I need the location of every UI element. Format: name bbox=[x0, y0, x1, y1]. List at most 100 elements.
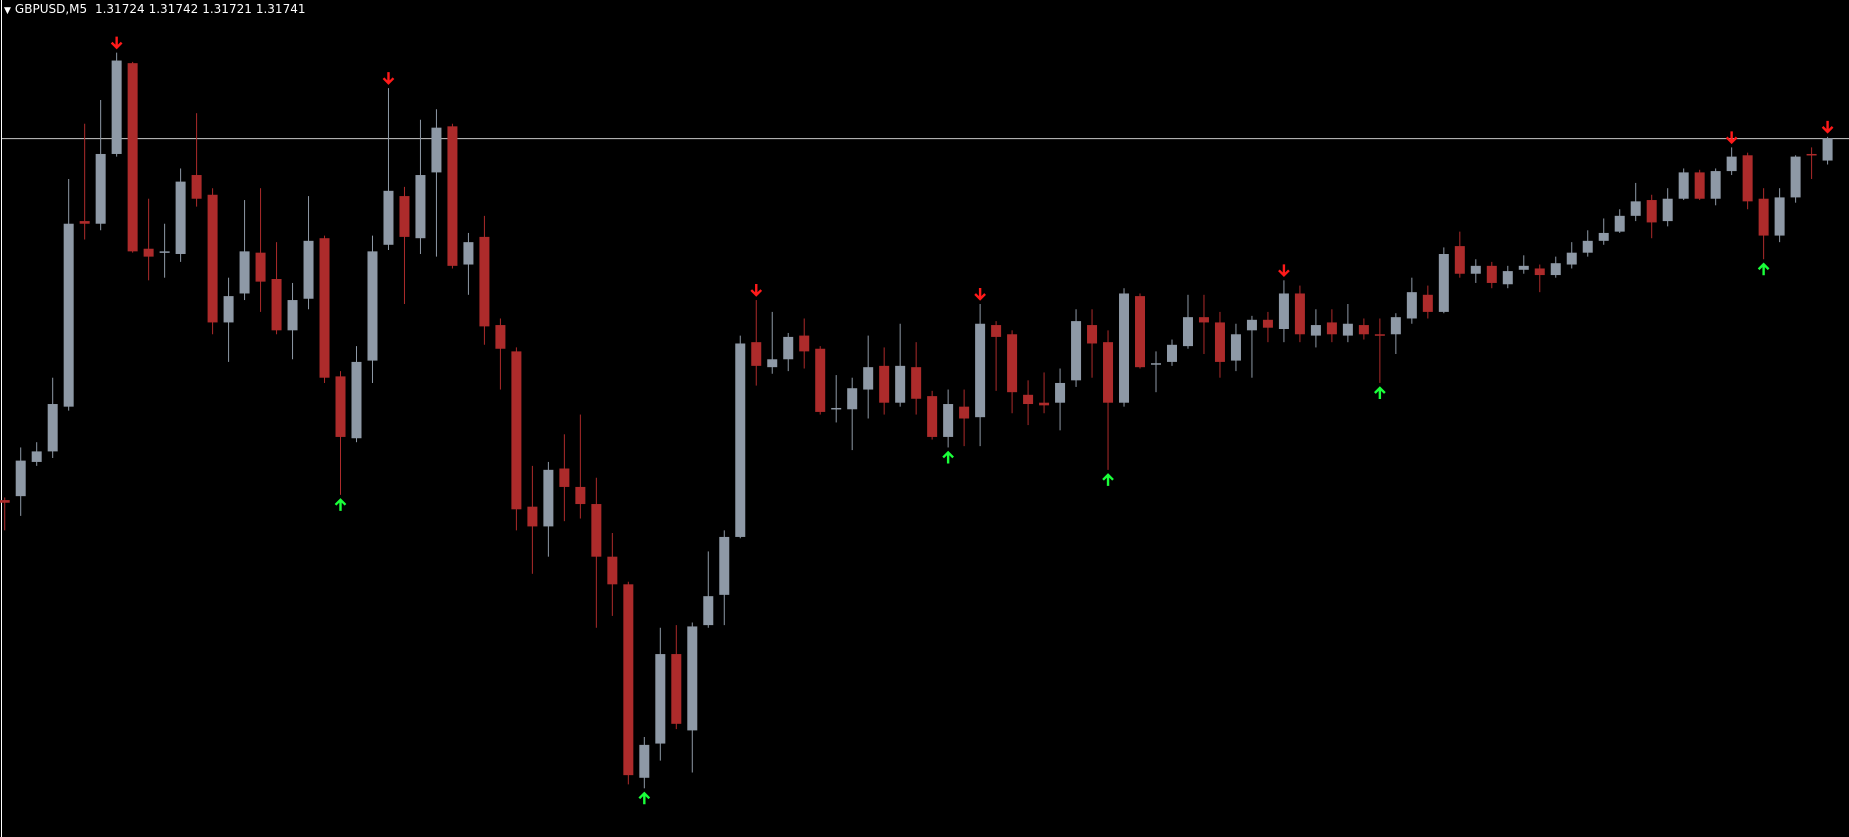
candle-body bbox=[783, 336, 794, 360]
candle-body bbox=[575, 486, 586, 505]
candle-body bbox=[927, 396, 938, 437]
candle-body bbox=[111, 60, 122, 154]
buy-arrow bbox=[1374, 386, 1386, 399]
candle-body bbox=[687, 626, 698, 731]
candle-body bbox=[975, 323, 986, 418]
candle-body bbox=[415, 175, 426, 239]
candle-body bbox=[1614, 215, 1625, 232]
sell-arrow bbox=[110, 36, 123, 50]
candle-body bbox=[447, 126, 458, 266]
candle-body bbox=[1023, 394, 1034, 405]
candle-body bbox=[383, 190, 394, 245]
candle-body bbox=[1278, 293, 1289, 330]
buy-arrow bbox=[638, 791, 651, 805]
high-price: 1.31742 bbox=[148, 2, 199, 16]
candle-body bbox=[607, 556, 618, 585]
candle-body bbox=[0, 500, 10, 503]
candle-body bbox=[511, 351, 522, 510]
candle-body bbox=[31, 451, 42, 462]
candle-body bbox=[1502, 271, 1513, 285]
candle-body bbox=[95, 153, 106, 224]
candle-body bbox=[399, 196, 410, 237]
buy-arrow bbox=[1102, 473, 1114, 486]
candle-body bbox=[495, 325, 506, 349]
candle-body bbox=[543, 469, 554, 527]
candle-body bbox=[735, 343, 746, 537]
candle-body bbox=[1310, 325, 1321, 336]
menu-triangle[interactable]: ▼ bbox=[4, 6, 11, 16]
candle-body bbox=[1790, 156, 1801, 198]
candle-body bbox=[1390, 317, 1401, 335]
candle-body bbox=[655, 654, 666, 744]
candle-body bbox=[1246, 319, 1257, 331]
candle-body bbox=[127, 63, 138, 252]
candle-body bbox=[1758, 198, 1769, 236]
candle-body bbox=[1662, 198, 1673, 222]
candle-body bbox=[1358, 325, 1369, 335]
candle-body bbox=[1438, 253, 1449, 312]
candle-body bbox=[1518, 265, 1529, 270]
candle-body bbox=[623, 584, 634, 776]
sell-arrow bbox=[974, 288, 986, 301]
candle-body bbox=[47, 404, 58, 452]
candle-body bbox=[463, 242, 474, 265]
candle-body bbox=[815, 348, 826, 412]
candle-body bbox=[1135, 296, 1146, 368]
candle-body bbox=[1710, 171, 1721, 199]
candle-body bbox=[847, 388, 858, 410]
candle-body bbox=[63, 223, 74, 407]
candle-body bbox=[1198, 317, 1209, 323]
candle-body bbox=[255, 252, 266, 282]
candle-body bbox=[559, 468, 570, 487]
candle-body bbox=[943, 404, 954, 437]
candle-body bbox=[367, 251, 378, 361]
candle-body bbox=[335, 376, 346, 437]
candle-body bbox=[879, 365, 890, 403]
candle-body bbox=[287, 300, 298, 331]
candle-body bbox=[1646, 200, 1657, 223]
candle-body bbox=[1374, 334, 1385, 336]
candle-body bbox=[1087, 325, 1098, 344]
sell-arrow bbox=[1821, 120, 1834, 134]
candle-body bbox=[79, 221, 90, 224]
low-price: 1.31721 bbox=[202, 2, 252, 16]
candle-body bbox=[351, 361, 362, 439]
candle-body bbox=[479, 236, 490, 327]
candle-body bbox=[1630, 201, 1641, 216]
candle-body bbox=[1534, 268, 1545, 276]
candle-body bbox=[911, 367, 922, 399]
candle-body bbox=[1151, 363, 1162, 365]
open-price: 1.31724 bbox=[94, 2, 145, 16]
buy-arrow bbox=[334, 498, 347, 511]
candle-body bbox=[223, 296, 234, 323]
candle-body bbox=[1342, 323, 1353, 336]
candle-body bbox=[1071, 321, 1082, 381]
candle-body bbox=[831, 407, 842, 410]
candle-body bbox=[1470, 265, 1481, 274]
candle-body bbox=[1326, 322, 1337, 335]
candle-body bbox=[1566, 252, 1577, 265]
sell-arrow bbox=[1278, 264, 1290, 278]
candle-body bbox=[319, 238, 330, 378]
candle-body bbox=[751, 342, 762, 366]
candle-body bbox=[1550, 263, 1561, 276]
candle-body bbox=[1806, 153, 1817, 156]
candle-body bbox=[1406, 292, 1417, 319]
candle-body bbox=[895, 365, 906, 403]
candle-body bbox=[1055, 382, 1066, 403]
candle-body bbox=[207, 194, 218, 323]
candle-body bbox=[1214, 322, 1225, 362]
candle-body bbox=[1454, 246, 1465, 274]
candle-body bbox=[1726, 156, 1737, 172]
candle-body bbox=[1103, 342, 1114, 403]
candle-body bbox=[799, 335, 810, 352]
candle-body bbox=[1262, 319, 1273, 328]
candle-body bbox=[639, 744, 650, 778]
sell-arrow bbox=[750, 284, 763, 297]
candle-body bbox=[1598, 232, 1609, 241]
candle-body bbox=[1822, 138, 1833, 161]
candle-body bbox=[1039, 402, 1050, 406]
close-price: 1.31741 bbox=[255, 2, 306, 16]
